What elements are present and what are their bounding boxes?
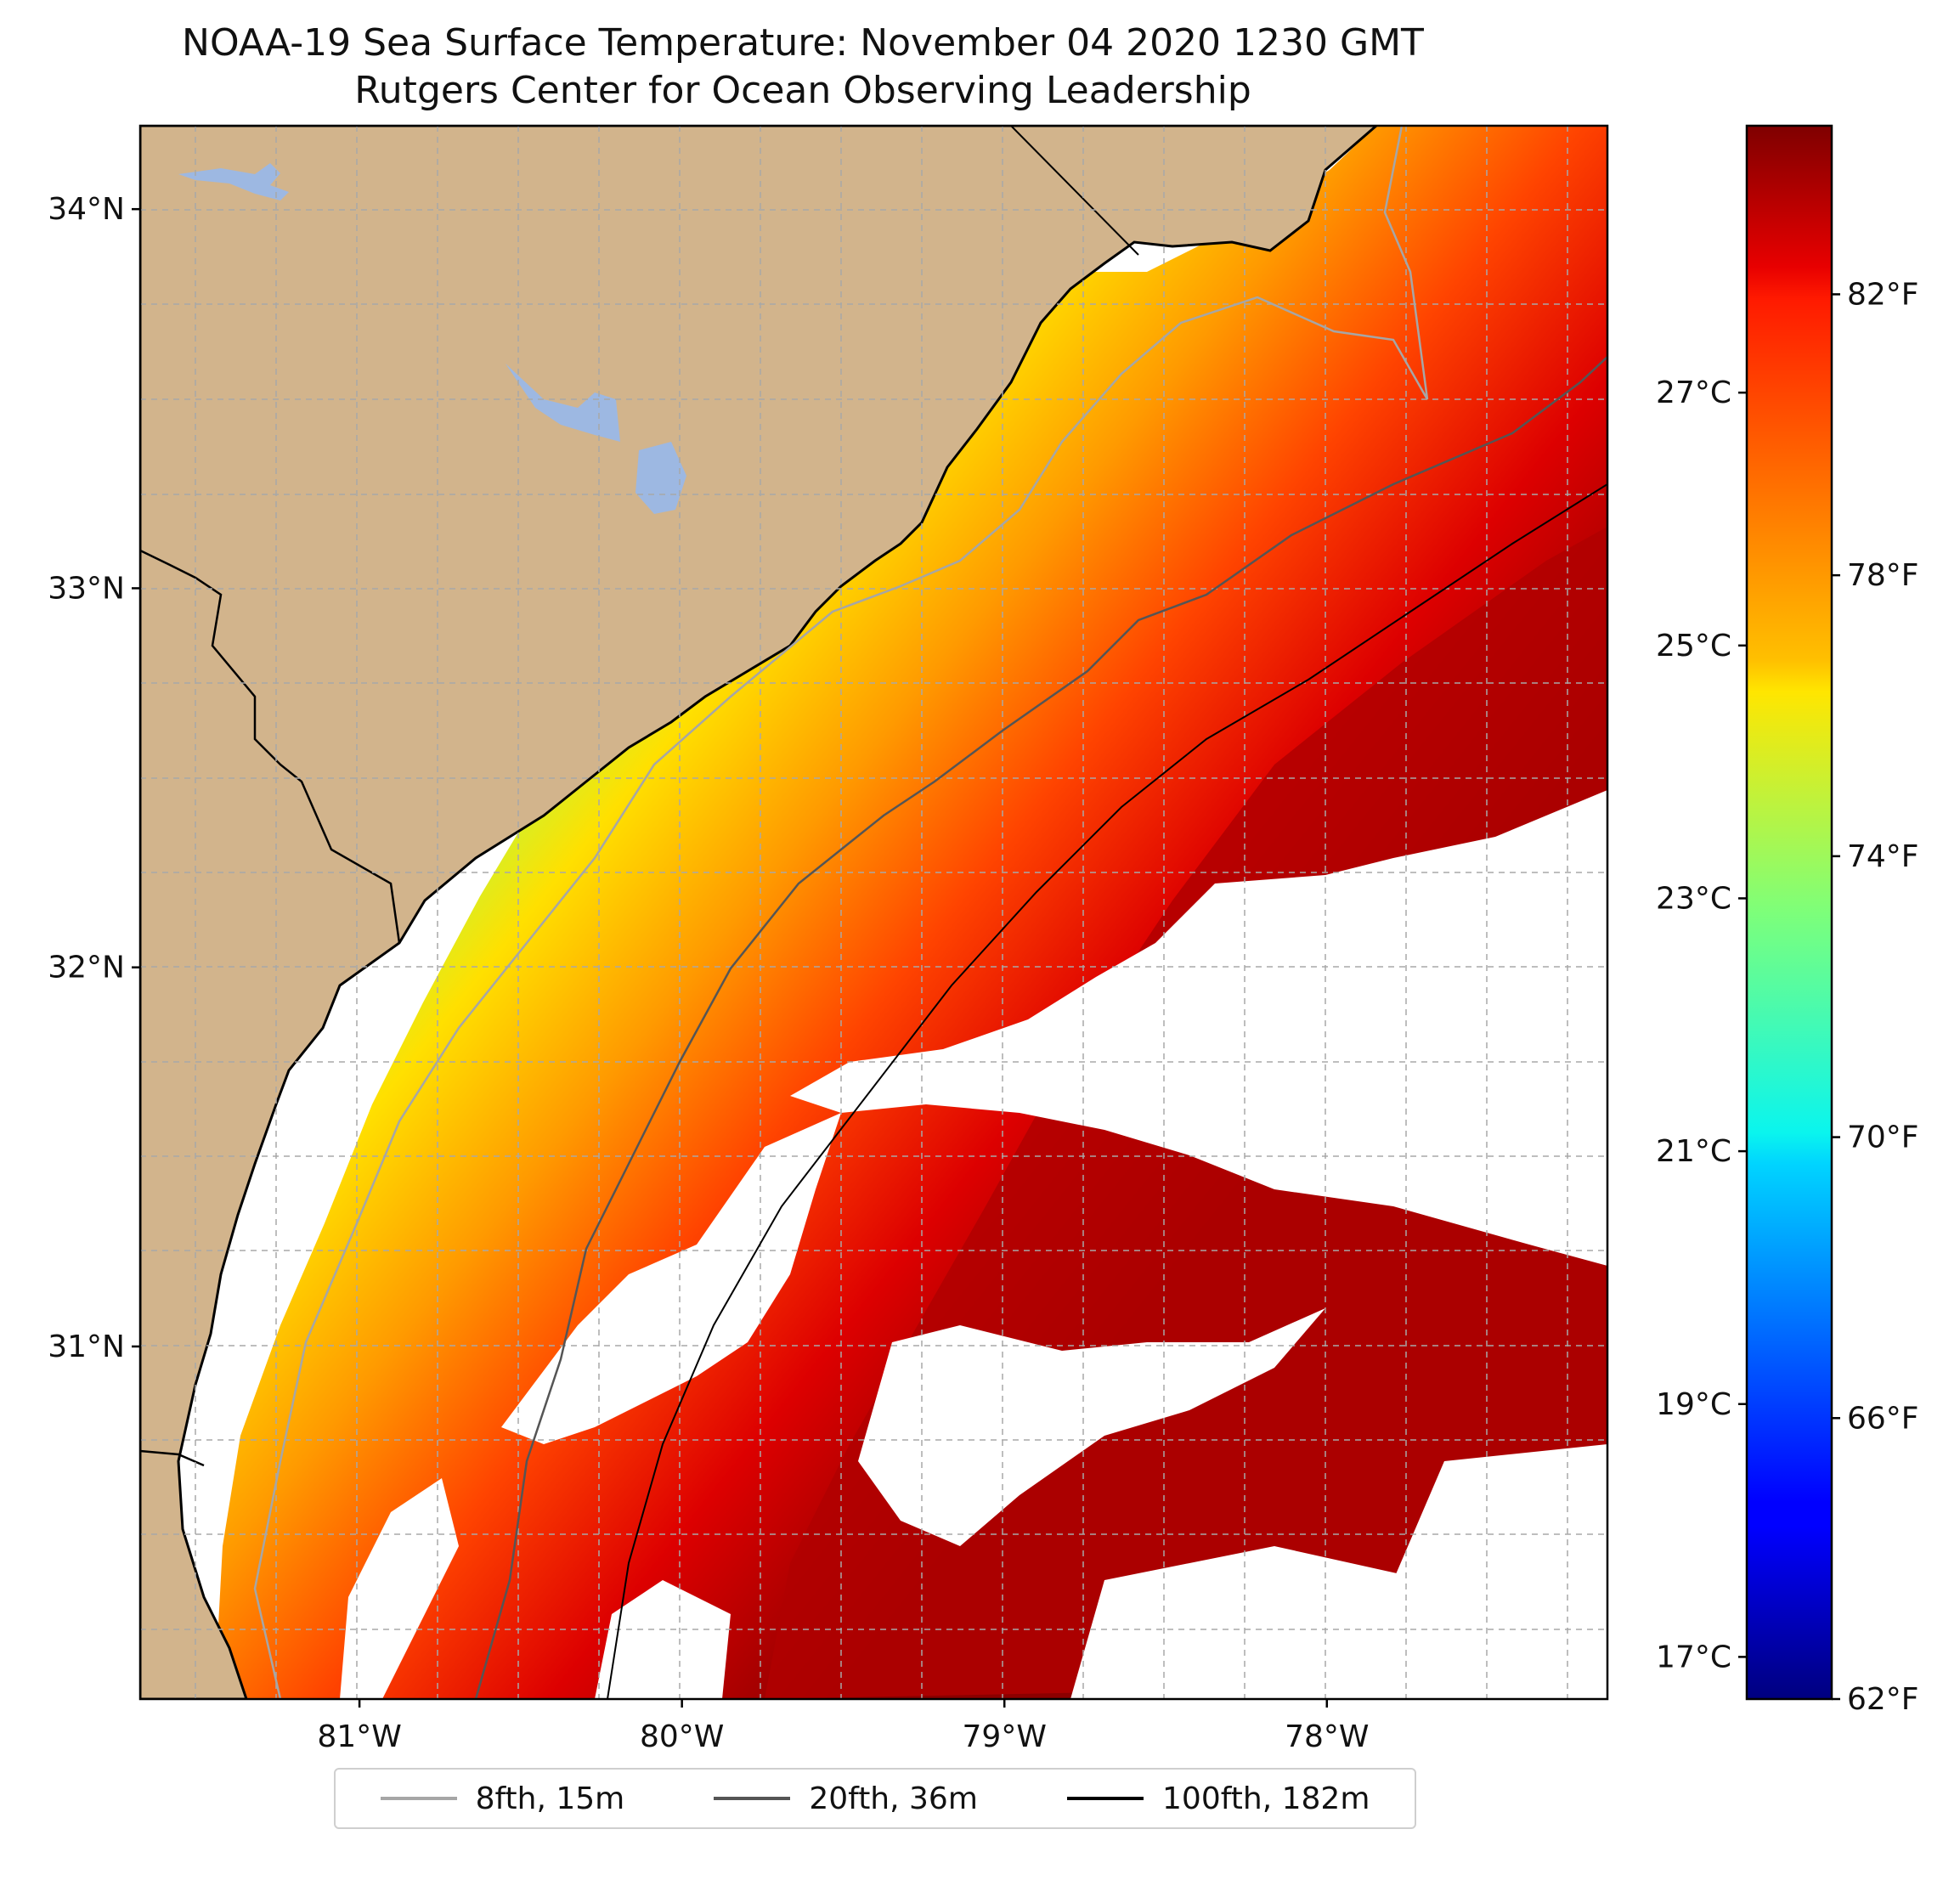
legend-swatch — [1067, 1797, 1144, 1800]
state-border — [140, 549, 401, 944]
isobath-8fth-15m — [253, 126, 1429, 1699]
lat-tick-label: 32°N — [48, 951, 125, 985]
legend-label: 100fth, 182m — [1162, 1781, 1370, 1816]
isobath-100fth-182m — [607, 483, 1607, 1699]
celsius-tick-label: 21°C — [1656, 1134, 1731, 1169]
latitude-axis: 34°N 33°N 32°N 31°N — [48, 192, 140, 1364]
land-area — [140, 126, 1379, 1699]
map-grid — [140, 126, 1607, 1699]
state-border — [1010, 126, 1139, 256]
celsius-tick-label: 23°C — [1656, 881, 1731, 916]
celsius-tick-label: 19°C — [1656, 1387, 1731, 1422]
legend-label: 8fth, 15m — [475, 1781, 625, 1816]
legend-item-8fth: 8fth, 15m — [380, 1781, 625, 1816]
lat-tick-label: 33°N — [48, 571, 125, 606]
isobath-legend: 8fth, 15m 20fth, 36m 100fth, 182m — [334, 1768, 1416, 1829]
fahrenheit-tick-label: 78°F — [1847, 558, 1919, 593]
isobath-20fth-36m — [474, 356, 1607, 1699]
lat-tick-label: 34°N — [48, 192, 125, 227]
celsius-tick-label: 25°C — [1656, 629, 1731, 663]
fahrenheit-tick-label: 70°F — [1847, 1121, 1919, 1155]
longitude-axis: 81°W 80°W 79°W 78°W — [317, 1699, 1369, 1754]
colorbar — [1745, 124, 1833, 1701]
lon-tick-label: 78°W — [1285, 1719, 1369, 1754]
lon-tick-label: 79°W — [963, 1719, 1047, 1754]
colorbar-celsius-axis: 27°C 25°C 23°C 21°C 19°C 17°C — [1656, 375, 1747, 1674]
fahrenheit-tick-label: 82°F — [1847, 277, 1919, 312]
fahrenheit-tick-label: 62°F — [1847, 1682, 1919, 1717]
lon-tick-label: 80°W — [640, 1719, 724, 1754]
legend-swatch — [714, 1797, 791, 1800]
state-border — [140, 1449, 205, 1467]
celsius-tick-label: 17°C — [1656, 1640, 1731, 1674]
map-frame — [138, 124, 1609, 1701]
colorbar-fahrenheit-axis: 82°F 78°F 74°F 70°F 66°F 62°F — [1832, 277, 1919, 1717]
lakes — [178, 163, 686, 514]
fahrenheit-tick-label: 66°F — [1847, 1401, 1919, 1436]
legend-item-20fth: 20fth, 36m — [714, 1781, 978, 1816]
cloud-mask — [340, 790, 1607, 1699]
lon-tick-label: 81°W — [317, 1719, 401, 1754]
map-title: NOAA-19 Sea Surface Temperature: Novembe… — [182, 21, 1424, 65]
fahrenheit-tick-label: 74°F — [1847, 839, 1919, 874]
celsius-tick-label: 27°C — [1656, 375, 1731, 410]
legend-label: 20fth, 36m — [809, 1781, 978, 1816]
legend-swatch — [380, 1797, 457, 1800]
map-subtitle: Rutgers Center for Ocean Observing Leade… — [354, 69, 1251, 112]
lat-tick-label: 31°N — [48, 1330, 125, 1364]
legend-item-100fth: 100fth, 182m — [1067, 1781, 1370, 1816]
